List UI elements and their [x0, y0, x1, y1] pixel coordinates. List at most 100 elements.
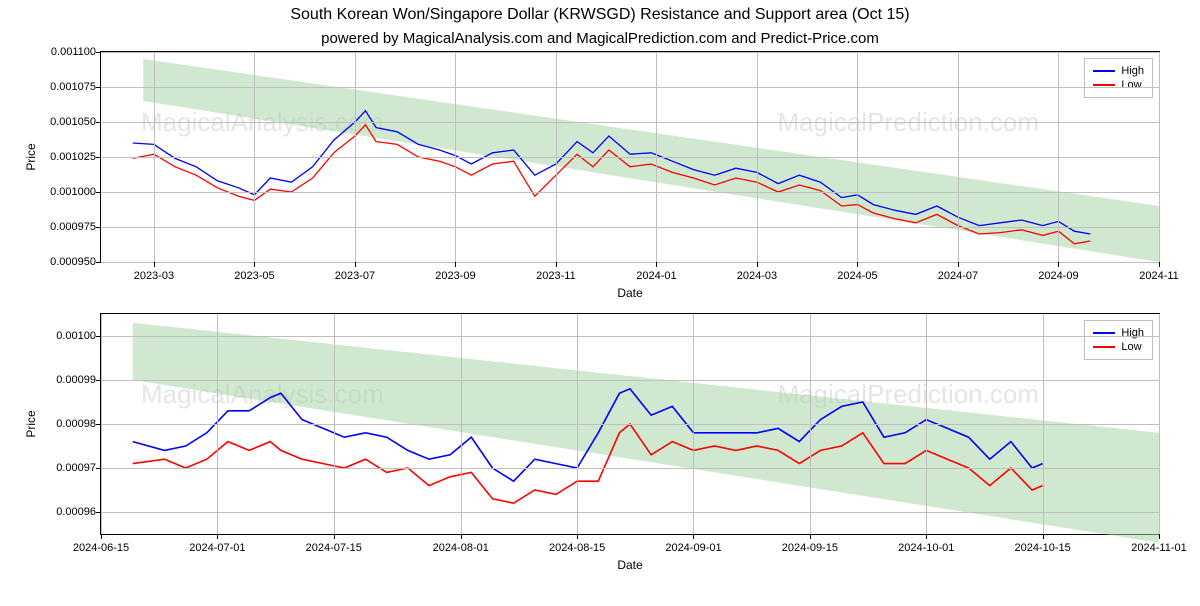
- gridline-h: [101, 227, 1159, 228]
- gridline-v: [926, 314, 927, 534]
- gridline-v: [556, 52, 557, 262]
- y-tick-label: 0.00099: [16, 374, 96, 386]
- x-tick-label: 2024-10-01: [898, 542, 954, 554]
- legend-bottom: High Low: [1084, 320, 1153, 360]
- gridline-v: [154, 52, 155, 262]
- tickmark-x: [577, 534, 578, 539]
- gridline-h: [101, 336, 1159, 337]
- gridline-v: [217, 314, 218, 534]
- gridline-v: [355, 52, 356, 262]
- legend-row-high: High: [1093, 327, 1144, 339]
- tickmark-y: [96, 122, 101, 123]
- gridline-v: [101, 314, 102, 534]
- tickmark-y: [96, 87, 101, 88]
- gridline-v: [1159, 52, 1160, 262]
- legend-label-low: Low: [1121, 79, 1141, 91]
- tickmark-x: [461, 534, 462, 539]
- tickmark-y: [96, 52, 101, 53]
- x-tick-label: 2024-05: [837, 270, 877, 282]
- y-tick-label: 0.00098: [16, 418, 96, 430]
- chart-subtitle: powered by MagicalAnalysis.com and Magic…: [0, 30, 1200, 47]
- x-tick-label: 2023-03: [134, 270, 174, 282]
- y-tick-label: 0.000950: [16, 256, 96, 268]
- gridline-v: [757, 52, 758, 262]
- tickmark-x: [154, 262, 155, 267]
- x-tick-label: 2024-06-15: [73, 542, 129, 554]
- tickmark-x: [857, 262, 858, 267]
- legend-row-high: High: [1093, 65, 1144, 77]
- tickmark-x: [254, 262, 255, 267]
- gridline-v: [461, 314, 462, 534]
- y-tick-label: 0.000975: [16, 221, 96, 233]
- x-tick-label: 2024-11: [1139, 270, 1179, 282]
- gridline-v: [693, 314, 694, 534]
- legend-line-low: [1093, 84, 1115, 86]
- gridline-v: [1159, 314, 1160, 534]
- tickmark-x: [101, 534, 102, 539]
- y-tick-label: 0.00096: [16, 506, 96, 518]
- x-tick-label: 2024-08-15: [549, 542, 605, 554]
- tickmark-x: [1058, 262, 1059, 267]
- support-resistance-band: [133, 323, 1159, 543]
- gridline-h: [101, 512, 1159, 513]
- gridline-h: [101, 87, 1159, 88]
- x-tick-label: 2024-07-15: [306, 542, 362, 554]
- tickmark-x: [1043, 534, 1044, 539]
- tickmark-y: [96, 192, 101, 193]
- tickmark-x: [217, 534, 218, 539]
- gridline-v: [857, 52, 858, 262]
- x-tick-label: 2024-03: [737, 270, 777, 282]
- tickmark-x: [810, 534, 811, 539]
- legend-line-high: [1093, 332, 1115, 334]
- tickmark-x: [693, 534, 694, 539]
- x-tick-label: 2023-07: [335, 270, 375, 282]
- y-tick-label: 0.001000: [16, 186, 96, 198]
- gridline-v: [1058, 52, 1059, 262]
- x-tick-label: 2024-09: [1038, 270, 1078, 282]
- tickmark-x: [926, 534, 927, 539]
- x-tick-label: 2024-09-01: [665, 542, 721, 554]
- gridline-h: [101, 122, 1159, 123]
- tickmark-x: [656, 262, 657, 267]
- gridline-v: [958, 52, 959, 262]
- x-tick-label: 2024-07: [938, 270, 978, 282]
- legend-label-high: High: [1121, 65, 1144, 77]
- legend-line-high: [1093, 70, 1115, 72]
- y-tick-label: 0.001075: [16, 81, 96, 93]
- tickmark-y: [96, 227, 101, 228]
- gridline-v: [577, 314, 578, 534]
- tickmark-y: [96, 157, 101, 158]
- gridline-h: [101, 424, 1159, 425]
- x-axis-label-top: Date: [617, 286, 642, 300]
- gridline-h: [101, 468, 1159, 469]
- x-tick-label: 2024-01: [636, 270, 676, 282]
- chart-top: MagicalAnalysis.com MagicalPrediction.co…: [100, 51, 1160, 263]
- gridline-v: [810, 314, 811, 534]
- x-tick-label: 2024-08-01: [433, 542, 489, 554]
- tickmark-x: [1159, 262, 1160, 267]
- gridline-h: [101, 380, 1159, 381]
- x-tick-label: 2024-11-01: [1131, 542, 1186, 554]
- legend-row-low: Low: [1093, 79, 1144, 91]
- legend-label-high: High: [1121, 327, 1144, 339]
- gridline-h: [101, 192, 1159, 193]
- gridline-v: [334, 314, 335, 534]
- gridline-v: [254, 52, 255, 262]
- tickmark-x: [556, 262, 557, 267]
- x-tick-label: 2024-09-15: [782, 542, 838, 554]
- gridline-v: [656, 52, 657, 262]
- gridline-v: [455, 52, 456, 262]
- gridline-h: [101, 262, 1159, 263]
- x-tick-label: 2023-05: [234, 270, 274, 282]
- x-tick-label: 2023-09: [435, 270, 475, 282]
- gridline-h: [101, 157, 1159, 158]
- gridline-v: [1043, 314, 1044, 534]
- chart-title: South Korean Won/Singapore Dollar (KRWSG…: [0, 6, 1200, 24]
- y-tick-label: 0.00100: [16, 330, 96, 342]
- legend-top: High Low: [1084, 58, 1153, 98]
- tickmark-x: [1159, 534, 1160, 539]
- tickmark-x: [757, 262, 758, 267]
- legend-label-low: Low: [1121, 341, 1141, 353]
- y-tick-label: 0.001025: [16, 151, 96, 163]
- x-tick-label: 2024-07-01: [189, 542, 245, 554]
